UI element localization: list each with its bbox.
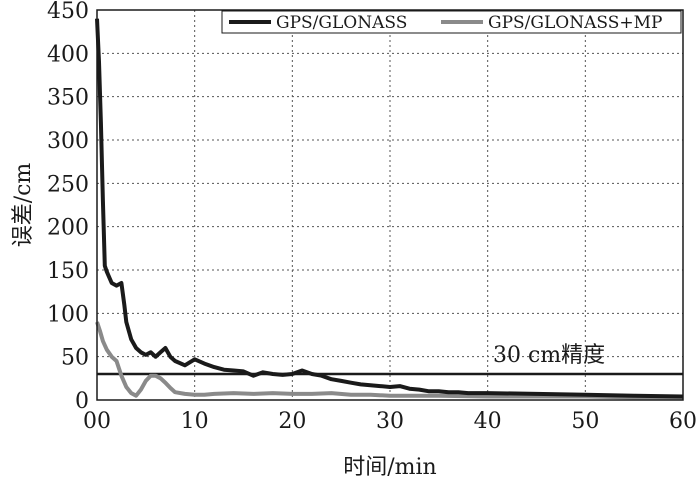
y-axis-title: 误差/cm	[11, 163, 36, 248]
x-tick-label-60: 60	[669, 409, 697, 434]
y-tick-label-400: 400	[47, 42, 89, 67]
x-axis-title: 时间/min	[343, 455, 436, 480]
plot-area-frame	[96, 9, 684, 401]
x-tick-label-40: 40	[474, 409, 502, 434]
x-tick-label-20: 20	[278, 409, 306, 434]
y-tick-labels: 0 50 100 150 200 250 300 350 400 450	[47, 0, 89, 414]
series-layer	[95, 18, 684, 400]
y-tick-label-300: 300	[47, 129, 89, 154]
series-line-gps-glonass	[95, 18, 684, 399]
y-tick-label-0: 0	[75, 389, 89, 414]
y-tick-label-250: 250	[47, 172, 89, 197]
y-tick-label-200: 200	[47, 216, 89, 241]
y-tick-label-50: 50	[61, 346, 89, 371]
x-tick-labels: 00 10 20 30 40 50 60	[83, 409, 697, 434]
grid-lines	[97, 10, 683, 400]
x-tick-label-0: 00	[83, 409, 111, 434]
x-tick-label-10: 10	[181, 409, 209, 434]
y-tick-label-450: 450	[47, 0, 89, 24]
chart-legend: GPS/GLONASS GPS/GLONASS+MP	[221, 10, 682, 34]
x-tick-label-30: 30	[376, 409, 404, 434]
y-tick-label-150: 150	[47, 259, 89, 284]
precision-threshold-label: 30 cm精度	[493, 343, 605, 368]
legend-label-gps-glonass-mp: GPS/GLONASS+MP	[488, 13, 662, 33]
y-tick-label-100: 100	[47, 302, 89, 327]
x-tick-label-50: 50	[571, 409, 599, 434]
y-tick-label-350: 350	[47, 86, 89, 111]
legend-label-gps-glonass: GPS/GLONASS	[276, 13, 407, 33]
series-line-gps-glonass-mp	[95, 321, 683, 400]
